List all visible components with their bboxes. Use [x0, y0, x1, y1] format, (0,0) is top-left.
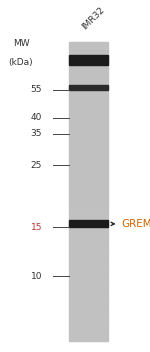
Bar: [69, 220, 108, 227]
Bar: [69, 282, 108, 296]
Bar: [69, 42, 108, 341]
Bar: [69, 296, 108, 312]
Bar: [69, 85, 108, 90]
Text: IMR32: IMR32: [80, 6, 106, 32]
Bar: [69, 57, 108, 72]
Bar: [69, 192, 108, 207]
Text: (kDa): (kDa): [9, 58, 33, 67]
Bar: [69, 117, 108, 132]
Text: 15: 15: [30, 222, 42, 232]
Bar: [69, 207, 108, 222]
Text: GREM2: GREM2: [122, 219, 150, 229]
Bar: [69, 237, 108, 252]
Bar: [69, 55, 108, 65]
Text: 40: 40: [31, 113, 42, 122]
Bar: [69, 312, 108, 327]
Bar: [69, 72, 108, 87]
Bar: [69, 327, 108, 341]
Text: 35: 35: [30, 129, 42, 138]
Bar: [69, 177, 108, 192]
Bar: [69, 132, 108, 147]
Bar: [69, 267, 108, 282]
Text: 25: 25: [31, 161, 42, 170]
Bar: [69, 42, 108, 57]
Text: 10: 10: [30, 272, 42, 281]
Bar: [69, 147, 108, 162]
Bar: [69, 102, 108, 117]
Bar: [69, 222, 108, 237]
Bar: [69, 87, 108, 102]
Bar: [69, 252, 108, 267]
Text: MW: MW: [13, 38, 29, 48]
Text: 55: 55: [30, 85, 42, 94]
Bar: [69, 162, 108, 177]
